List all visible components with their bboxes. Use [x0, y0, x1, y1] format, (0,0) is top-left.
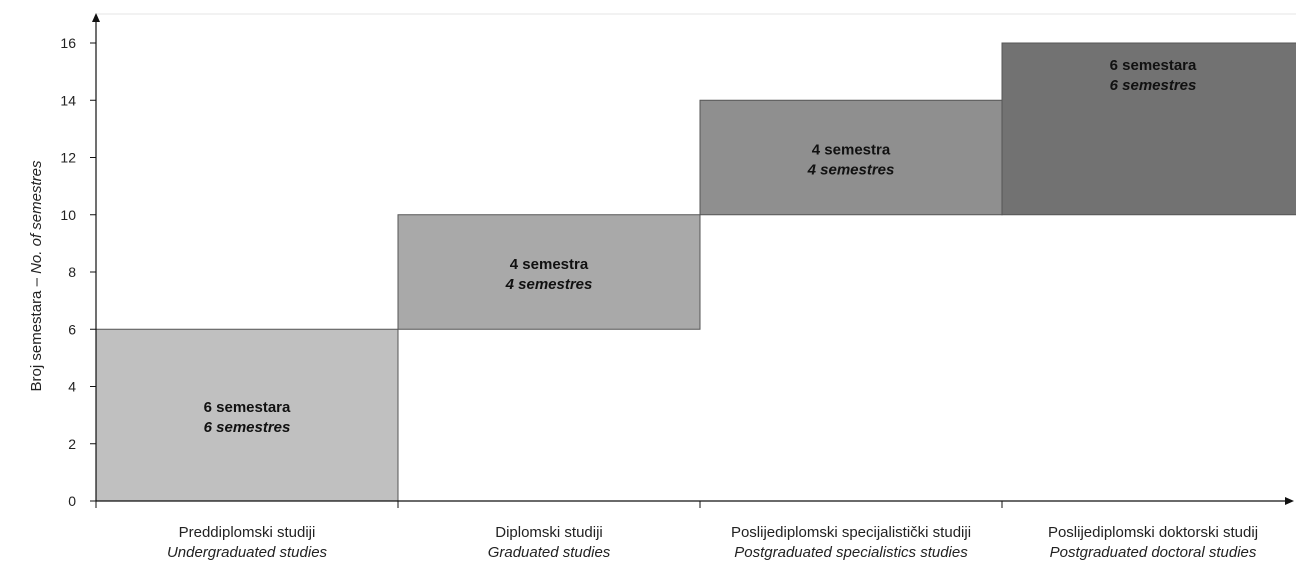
x-category-label-hr: Poslijediplomski specijalistički studiji: [731, 524, 971, 541]
bar-3-label-en: 4 semestres: [807, 162, 895, 179]
x-category-label-hr: Diplomski studiji: [495, 524, 603, 541]
y-tick-label: 0: [68, 493, 76, 509]
bar-2-label-hr: 4 semestra: [510, 256, 589, 273]
bar-1: [95, 328, 399, 502]
x-category-label-en: Undergraduated studies: [167, 544, 328, 561]
bar-3-label-hr: 4 semestra: [812, 142, 891, 159]
y-axis-arrow: [92, 13, 100, 22]
svg-text:Broj semestara – No. of semest: Broj semestara – No. of semestres: [28, 160, 45, 391]
x-category-label-hr: Preddiplomski studiji: [179, 524, 316, 541]
y-tick-label: 2: [68, 436, 76, 452]
x-category-label-en: Postgraduated doctoral studies: [1050, 544, 1257, 561]
y-tick-label: 10: [60, 207, 76, 223]
bar-4-label-hr: 6 semestara: [1110, 57, 1197, 74]
x-axis-arrow: [1285, 497, 1294, 505]
y-axis-label-en: No. of semestres: [28, 160, 45, 274]
bar-2: [397, 214, 701, 330]
y-tick-label: 6: [68, 321, 76, 337]
bar-4-label-en: 6 semestres: [1110, 77, 1197, 94]
y-ticks-layer: 0 2 4 6 8 10 12 14 16: [60, 35, 96, 509]
bar-1-label-hr: 6 semestara: [204, 399, 291, 416]
y-tick-label: 4: [68, 379, 76, 395]
y-tick-label: 14: [60, 92, 76, 108]
y-tick-label: 12: [60, 150, 76, 166]
y-axis-label-main: Broj semestara: [28, 290, 45, 392]
bar-2-label-en: 4 semestres: [505, 276, 593, 293]
x-category-label-en: Graduated studies: [488, 544, 611, 561]
bar-1-label-en: 6 semestres: [204, 419, 291, 436]
x-labels-layer: Preddiplomski studiji Undergraduated stud…: [95, 501, 1258, 561]
x-category-label-en: Postgraduated specialistics studies: [734, 544, 968, 561]
y-tick-label: 8: [68, 264, 76, 280]
y-axis-label: Broj semestara – No. of semestres: [28, 160, 45, 391]
x-category-label-hr: Poslijediplomski doktorski studij: [1048, 524, 1258, 541]
bars-layer: [95, 42, 1296, 502]
bar-labels-layer: 6 semestara 6 semestres 4 semestra 4 semest…: [204, 57, 1197, 436]
bar-3: [699, 99, 1003, 216]
y-axis-label-separator: –: [28, 274, 45, 291]
y-tick-label: 16: [60, 35, 76, 51]
bar-4: [1001, 42, 1296, 216]
